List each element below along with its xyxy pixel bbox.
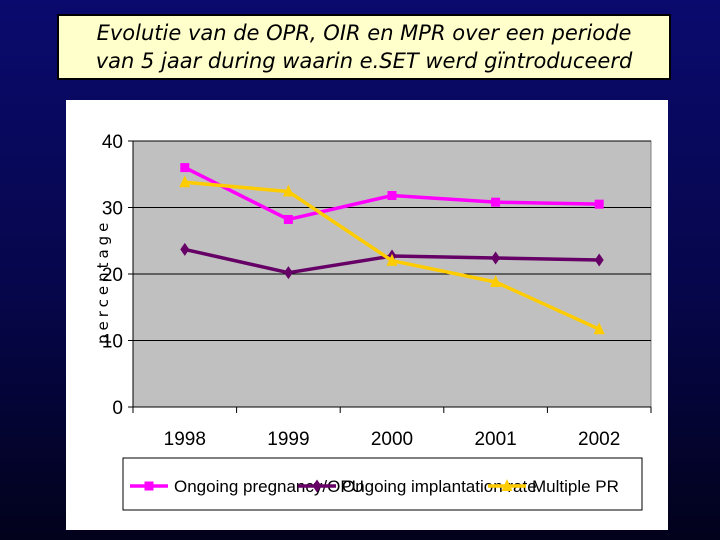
data-point: [386, 253, 398, 266]
legend-label: Multiple PR: [532, 477, 619, 496]
x-tick-label: 2001: [474, 429, 516, 450]
line-chart: 0 10 20 30 40 1998 1999 2000 2001 2002 percentag…: [94, 132, 652, 511]
gridlines: [133, 140, 651, 341]
data-point: [594, 253, 604, 267]
y-tick-label: 30: [102, 199, 123, 220]
y-tick-labels: 0 10 20 30 40: [102, 132, 123, 419]
legend-label: Ongoing implantation rate: [342, 477, 537, 496]
data-point: [387, 191, 397, 201]
legend-item-1: Ongoing implantation rate: [298, 477, 537, 496]
x-tick-label: 2002: [578, 429, 620, 450]
title-line-2: van 5 jaar during waarin e.SET werd gïnt…: [95, 49, 633, 73]
data-point: [282, 184, 294, 197]
series-layer: [179, 163, 605, 335]
data-point: [180, 163, 190, 173]
data-point: [180, 242, 190, 256]
data-point: [593, 322, 605, 335]
series-0: [180, 163, 604, 224]
data-point: [491, 251, 501, 265]
legend-swatch-marker: [312, 479, 322, 493]
legend-box: [122, 457, 643, 511]
x-tick-label: 1999: [267, 429, 309, 450]
data-point: [283, 266, 293, 280]
x-tick-labels: 1998 1999 2000 2001 2002: [164, 429, 621, 450]
data-point: [283, 214, 293, 224]
y-tick-label: 40: [102, 132, 123, 153]
y-axis-label: percentage: [94, 219, 112, 344]
title-line-1: Evolutie van de OPR, OIR en MPR over een…: [96, 21, 632, 45]
axes: [128, 140, 652, 413]
x-tick-label: 1998: [164, 429, 206, 450]
series-2: [179, 175, 605, 335]
legend-swatch-marker: [501, 479, 513, 491]
x-tick-label: 2000: [371, 429, 413, 450]
data-point: [490, 274, 502, 287]
data-point: [594, 199, 604, 209]
legend-item-2: Multiple PR: [488, 477, 619, 496]
y-tick-label: 10: [102, 332, 123, 353]
legend-swatch-marker: [144, 481, 154, 491]
title-box: Evolutie van de OPR, OIR en MPR over een…: [57, 14, 671, 80]
data-point: [179, 175, 191, 188]
y-tick-label: 20: [102, 265, 123, 286]
data-point: [491, 197, 501, 207]
chart-panel: 0 10 20 30 40 1998 1999 2000 2001 2002 percentag…: [66, 100, 668, 530]
y-tick-label: 0: [112, 398, 123, 419]
